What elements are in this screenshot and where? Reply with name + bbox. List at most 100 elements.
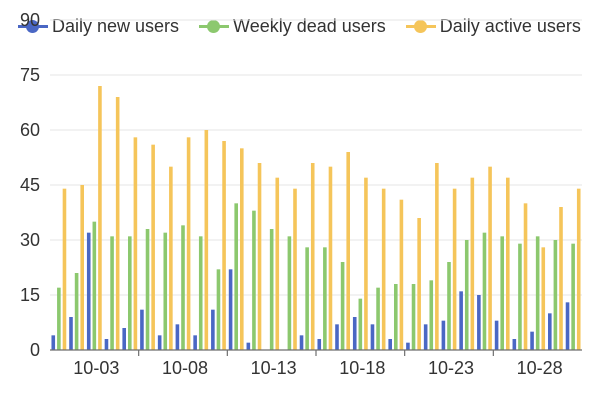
y-tick-label: 75 [20, 65, 40, 85]
bar-1 [128, 236, 132, 350]
bar-2 [346, 152, 350, 350]
bar-2 [293, 188, 297, 350]
bar-2 [204, 130, 209, 350]
y-tick-label: 45 [20, 175, 40, 195]
bar-0 [193, 335, 197, 350]
bar-1 [198, 236, 203, 350]
bar-1 [323, 247, 327, 350]
bar-0 [565, 302, 570, 350]
x-tick-label: 10-18 [339, 358, 385, 378]
bar-0 [317, 339, 322, 350]
bar-0 [86, 232, 91, 350]
bar-1 [145, 229, 150, 350]
bar-1 [518, 243, 522, 350]
bar-1 [74, 273, 79, 350]
bar-0 [441, 320, 446, 350]
bar-2 [257, 163, 262, 350]
bar-0 [157, 335, 162, 350]
x-tick-label: 10-13 [251, 358, 297, 378]
bar-1 [535, 236, 540, 350]
bar-1 [340, 262, 345, 350]
legend-swatch-icon [405, 17, 436, 35]
bar-2 [80, 185, 84, 350]
bar-0 [512, 339, 517, 350]
bar-2 [275, 177, 280, 350]
bar-1 [358, 298, 363, 350]
bar-2 [98, 86, 102, 350]
bar-2 [488, 166, 492, 350]
bar-1 [464, 240, 469, 350]
legend-swatch-icon [18, 17, 48, 35]
bar-0 [299, 335, 304, 350]
bar-2 [133, 137, 138, 350]
bar-2 [115, 97, 120, 350]
bar-0 [175, 324, 180, 350]
bar-1 [287, 236, 292, 350]
bar-1 [447, 262, 451, 350]
bar-0 [494, 320, 499, 350]
bar-2 [523, 203, 528, 350]
bar-0 [548, 313, 552, 350]
bar-1 [234, 203, 238, 350]
y-tick-label: 60 [20, 120, 40, 140]
bar-1 [571, 243, 575, 350]
bar-0 [406, 342, 410, 350]
bar-0 [228, 269, 233, 350]
y-tick-label: 15 [20, 285, 40, 305]
bar-2 [151, 144, 155, 350]
bar-2 [310, 163, 315, 350]
bar-1 [394, 284, 398, 350]
bar-0 [477, 295, 481, 350]
bar-1 [482, 232, 487, 350]
bar-1 [92, 221, 97, 350]
bar-2 [240, 148, 244, 350]
y-tick-label: 90 [20, 10, 40, 30]
bar-2 [169, 166, 173, 350]
bar-2 [576, 188, 581, 350]
bar-0 [459, 291, 463, 350]
bar-1 [216, 269, 221, 350]
x-tick-label: 10-03 [73, 358, 119, 378]
x-tick-label: 10-08 [162, 358, 208, 378]
bar-2 [506, 177, 510, 350]
bar-0 [104, 339, 109, 350]
bar-2 [417, 218, 421, 350]
bar-2 [435, 163, 439, 350]
legend-swatch-icon [199, 17, 230, 35]
bar-0 [51, 335, 56, 350]
bar-2 [541, 247, 546, 350]
bar-2 [381, 188, 386, 350]
bar-1 [305, 247, 309, 350]
bar-0 [388, 339, 392, 350]
bar-1 [269, 229, 274, 350]
bar-0 [69, 317, 73, 350]
bar-1 [163, 232, 168, 350]
bar-0 [246, 342, 251, 350]
bar-2 [452, 188, 457, 350]
bar-0 [423, 324, 428, 350]
bar-0 [370, 324, 375, 350]
bar-2 [364, 177, 368, 350]
bar-2 [399, 199, 404, 350]
bar-1 [411, 284, 416, 350]
bar-2 [222, 141, 226, 350]
bar-1 [500, 236, 504, 350]
bar-0 [335, 324, 339, 350]
bar-1 [376, 287, 380, 350]
bar-2 [559, 207, 563, 350]
bar-0 [140, 309, 144, 350]
bar-1 [57, 287, 61, 350]
bar-1 [252, 210, 256, 350]
bar-0 [530, 331, 534, 350]
bar-1 [429, 280, 434, 350]
bar-1 [553, 240, 558, 350]
bar-2 [186, 137, 191, 350]
bar-0 [122, 328, 126, 350]
bar-1 [110, 236, 114, 350]
bar-2 [62, 188, 67, 350]
bar-2 [328, 166, 333, 350]
y-tick-label: 30 [20, 230, 40, 250]
x-tick-label: 10-28 [517, 358, 563, 378]
